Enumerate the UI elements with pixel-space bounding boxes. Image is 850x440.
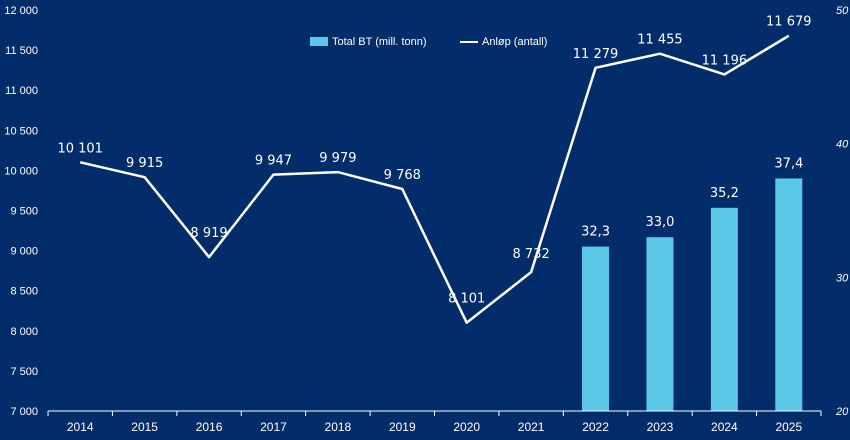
x-tick-label: 2020 bbox=[453, 420, 480, 434]
x-tick-label: 2014 bbox=[67, 420, 94, 434]
bar bbox=[646, 237, 674, 411]
x-tick-label: 2019 bbox=[389, 420, 416, 434]
line-series-path bbox=[79, 34, 790, 324]
legend-bar-label: Total BT (mill. tonn) bbox=[332, 36, 427, 48]
left-tick-label: 11 000 bbox=[5, 85, 38, 97]
bar-value-label: 37,4 bbox=[774, 156, 803, 171]
right-tick-label: 50 bbox=[836, 5, 849, 17]
right-tick-label: 40 bbox=[836, 139, 849, 151]
line-value-label: 9 915 bbox=[126, 156, 163, 171]
right-tick-label: 20 bbox=[835, 406, 849, 418]
x-tick-label: 2025 bbox=[775, 420, 802, 434]
left-tick-label: 10 000 bbox=[4, 165, 38, 177]
left-tick-label: 8 000 bbox=[10, 326, 38, 338]
left-tick-label: 12 000 bbox=[4, 5, 38, 17]
line-value-label: 11 455 bbox=[637, 33, 683, 48]
bar bbox=[775, 178, 803, 411]
line-value-label: 11 279 bbox=[573, 47, 619, 62]
x-tick-label: 2021 bbox=[518, 420, 545, 434]
x-tick-label: 2024 bbox=[711, 420, 738, 434]
x-tick-label: 2018 bbox=[325, 420, 352, 434]
line-value-label: 9 947 bbox=[255, 154, 292, 169]
left-tick-label: 11 500 bbox=[5, 45, 38, 57]
bar-value-label: 35,2 bbox=[710, 186, 739, 201]
x-tick-label: 2017 bbox=[260, 420, 287, 434]
x-tick-label: 2015 bbox=[131, 420, 158, 434]
bar-value-label: 32,3 bbox=[581, 225, 610, 240]
left-tick-label: 7 000 bbox=[10, 406, 38, 418]
x-tick-label: 2022 bbox=[582, 420, 609, 434]
x-tick-label: 2016 bbox=[196, 420, 223, 434]
line-value-label: 8 919 bbox=[190, 226, 227, 241]
line-value-label: 8 101 bbox=[448, 292, 485, 307]
left-tick-label: 9 500 bbox=[10, 206, 38, 218]
line-value-label: 8 732 bbox=[513, 247, 550, 262]
legend-bar-swatch bbox=[310, 37, 328, 46]
left-tick-label: 10 500 bbox=[4, 125, 38, 137]
line-value-label: 10 101 bbox=[57, 141, 103, 156]
left-tick-label: 8 500 bbox=[10, 286, 38, 298]
x-tick-label: 2023 bbox=[647, 420, 674, 434]
bar bbox=[582, 246, 610, 411]
left-tick-label: 9 000 bbox=[10, 246, 38, 258]
bar-value-label: 33,0 bbox=[645, 215, 674, 230]
legend-line-label: Anløp (antall) bbox=[482, 36, 547, 48]
bar bbox=[710, 207, 738, 411]
line-value-label: 11 196 bbox=[702, 53, 748, 68]
left-tick-label: 7 500 bbox=[10, 366, 38, 378]
right-tick-label: 30 bbox=[836, 272, 849, 284]
line-value-label: 9 768 bbox=[384, 168, 421, 183]
line-value-label: 11 679 bbox=[766, 15, 812, 30]
line-value-label: 9 979 bbox=[319, 151, 356, 166]
